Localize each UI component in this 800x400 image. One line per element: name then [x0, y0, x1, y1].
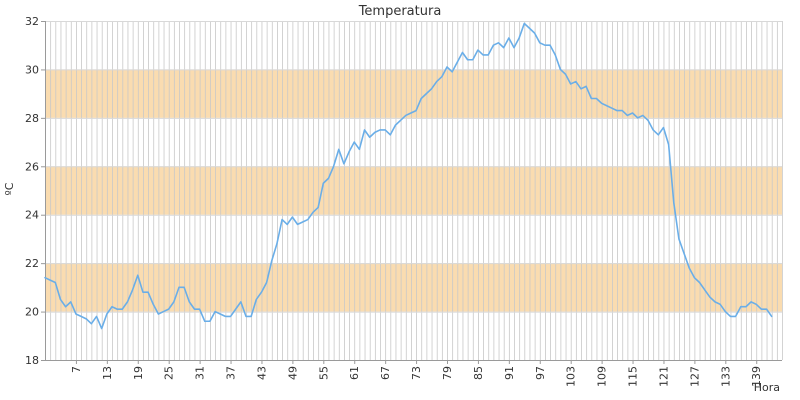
x-tick-label-97: 97 — [534, 366, 547, 380]
x-tick-label-55: 55 — [317, 366, 330, 380]
x-tick-label-7: 7 — [70, 366, 83, 373]
x-tick-label-85: 85 — [472, 366, 485, 380]
y-tick-label-18: 18 — [25, 354, 39, 367]
band-20-22 — [45, 263, 782, 312]
x-axis-label: Hora — [754, 381, 780, 394]
y-tick-label-32: 32 — [25, 15, 39, 28]
x-tick-label-67: 67 — [379, 366, 392, 380]
y-tick-label-22: 22 — [25, 257, 39, 270]
x-tick-label-103: 103 — [565, 366, 578, 387]
chart-title: Temperatura — [358, 4, 442, 19]
x-tick-label-13: 13 — [101, 366, 114, 380]
x-tick-label-25: 25 — [163, 366, 176, 380]
temperature-series-line — [44, 22, 773, 330]
x-tick-label-127: 127 — [688, 366, 701, 387]
y-tick-label-20: 20 — [25, 306, 39, 319]
x-tick-label-115: 115 — [627, 366, 640, 387]
x-tick-label-73: 73 — [410, 366, 423, 380]
x-tick-label-139: 139 — [750, 366, 763, 387]
y-tick-label-24: 24 — [25, 209, 39, 222]
x-tick-label-121: 121 — [657, 366, 670, 387]
band-28-30 — [45, 69, 782, 118]
y-tick-label-28: 28 — [25, 112, 39, 125]
x-tick-label-61: 61 — [348, 366, 361, 380]
x-tick-label-133: 133 — [719, 366, 732, 387]
plot-area: 18 20 22 24 26 28 30 32 7 13 19 25 31 37 43 49 55 61 67 73 7… — [25, 15, 783, 387]
x-tick-label-91: 91 — [503, 366, 516, 380]
x-tick-label-31: 31 — [194, 366, 207, 380]
x-tick-label-19: 19 — [132, 366, 145, 380]
y-tick-label-30: 30 — [25, 63, 39, 76]
y-tick-label-26: 26 — [25, 160, 39, 173]
x-tick-label-109: 109 — [596, 366, 609, 387]
x-tick-label-49: 49 — [286, 366, 299, 380]
y-axis-label: ºC — [3, 182, 16, 195]
x-tick-label-43: 43 — [255, 366, 268, 380]
x-tick-label-37: 37 — [225, 366, 238, 380]
x-tick-label-79: 79 — [441, 366, 454, 380]
